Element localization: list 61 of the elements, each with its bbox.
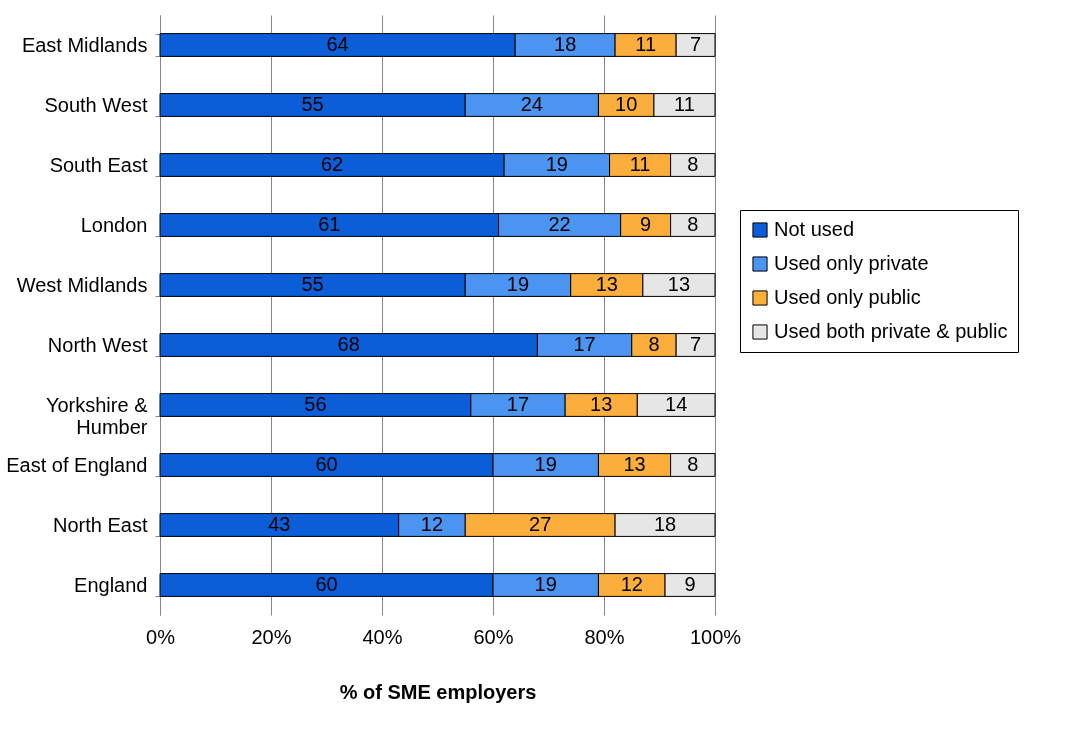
y-tick-label: England	[74, 573, 148, 596]
data-label: 68	[337, 333, 360, 355]
legend-label: Used only private	[774, 252, 929, 274]
data-label: 56	[304, 393, 327, 415]
data-label: 8	[687, 213, 699, 235]
data-label: 9	[684, 573, 696, 595]
data-label: 61	[318, 213, 341, 235]
data-label: 19	[506, 273, 530, 295]
data-label: 19	[534, 573, 557, 595]
data-label: 55	[301, 93, 324, 115]
data-label: 60	[315, 453, 338, 475]
x-tick-label: 60%	[473, 625, 514, 648]
data-label: 11	[629, 153, 651, 175]
x-tick-label: 0%	[146, 625, 176, 648]
y-tick-label: North East	[53, 513, 148, 536]
data-label: 18	[554, 33, 577, 55]
y-tick-label: South West	[44, 93, 148, 116]
x-tick-label: 100%	[689, 625, 742, 648]
data-label: 14	[665, 393, 688, 415]
data-label: 43	[268, 513, 291, 535]
data-label: 27	[529, 513, 552, 535]
data-label: 7	[690, 333, 702, 355]
data-label: 13	[590, 393, 613, 415]
y-tick-label: South East	[49, 153, 148, 176]
data-label: 11	[635, 33, 657, 55]
data-label: 13	[623, 453, 646, 475]
data-label: 18	[653, 513, 677, 535]
y-tick-label: West Midlands	[16, 273, 148, 296]
y-tick-label: North West	[47, 333, 148, 356]
data-label: 8	[687, 153, 699, 175]
data-label: 55	[301, 273, 324, 295]
data-label: 13	[667, 273, 691, 295]
data-label: 8	[648, 333, 660, 355]
y-tick-label: East Midlands	[21, 33, 148, 56]
y-tick-label: Yorkshire & Humber	[45, 393, 149, 438]
data-label: 64	[326, 33, 349, 55]
legend-label: Used only public	[774, 286, 921, 308]
data-label: 24	[520, 93, 543, 115]
data-label: 10	[615, 93, 638, 115]
x-axis-title: % of SME employers	[339, 680, 537, 703]
data-label: 17	[506, 393, 530, 415]
legend-label: Not used	[774, 218, 855, 240]
legend-label: Used both private & public	[774, 320, 1008, 342]
data-label: 13	[595, 273, 618, 295]
data-label: 12	[420, 513, 444, 535]
data-label: 17	[573, 333, 596, 355]
x-tick-label: 80%	[584, 625, 625, 648]
data-label: 60	[315, 573, 338, 595]
data-label: 7	[690, 33, 702, 55]
y-tick-label: London	[80, 213, 148, 236]
y-tick-label: East of England	[6, 453, 148, 476]
data-label: 19	[534, 453, 557, 475]
data-label: 8	[687, 453, 699, 475]
data-label: 19	[545, 153, 568, 175]
data-label: 62	[320, 153, 344, 175]
data-label: 11	[674, 93, 695, 115]
data-label: 9	[640, 213, 652, 235]
x-tick-label: 20%	[251, 625, 292, 648]
x-tick-label: 40%	[362, 625, 403, 648]
data-label: 12	[620, 573, 643, 595]
data-label: 22	[548, 213, 571, 235]
